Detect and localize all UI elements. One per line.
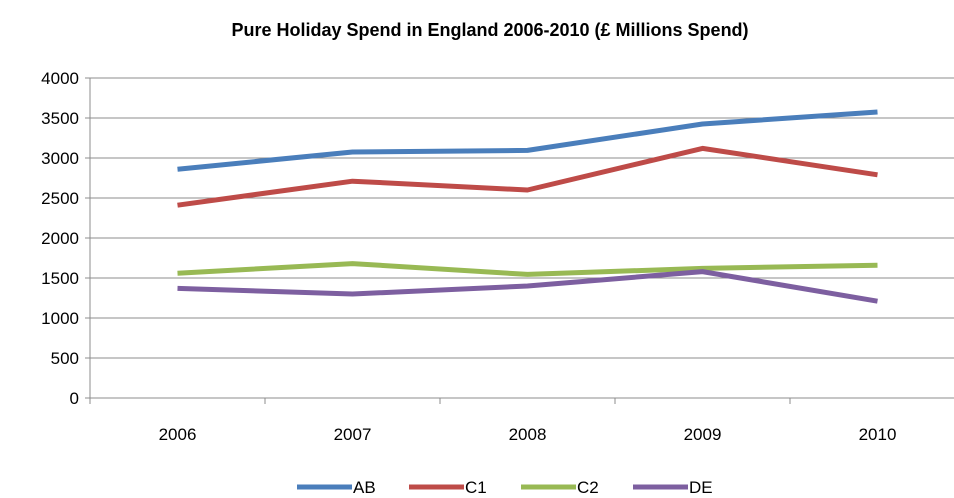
series-line-de bbox=[177, 269, 878, 304]
chart-title: Pure Holiday Spend in England 2006-2010 … bbox=[231, 20, 748, 40]
x-tick-label: 2010 bbox=[859, 425, 897, 444]
y-tick-label: 2500 bbox=[41, 189, 79, 208]
legend-item-c2: C2 bbox=[521, 478, 599, 497]
y-tick-label: 3500 bbox=[41, 109, 79, 128]
legend-label: C1 bbox=[465, 478, 487, 497]
x-tick-label: 2006 bbox=[159, 425, 197, 444]
y-tick-label: 3000 bbox=[41, 149, 79, 168]
y-tick-label: 0 bbox=[70, 389, 79, 408]
gridlines bbox=[90, 77, 954, 359]
y-tick-label: 500 bbox=[51, 349, 79, 368]
legend: AB C1 C2 DE bbox=[297, 478, 713, 497]
series-lines bbox=[177, 109, 878, 304]
legend-item-c1: C1 bbox=[409, 478, 487, 497]
x-tick-label: 2007 bbox=[334, 425, 372, 444]
y-tick-label: 1000 bbox=[41, 309, 79, 328]
legend-label: C2 bbox=[577, 478, 599, 497]
x-tick-label: 2009 bbox=[684, 425, 722, 444]
series-line-c2 bbox=[177, 261, 878, 277]
y-tick-label: 1500 bbox=[41, 269, 79, 288]
axes bbox=[85, 77, 954, 404]
x-axis-ticks: 2006 2007 2008 2009 2010 bbox=[159, 425, 897, 444]
y-tick-label: 2000 bbox=[41, 229, 79, 248]
x-tick-label: 2008 bbox=[509, 425, 547, 444]
y-tick-label: 4000 bbox=[41, 69, 79, 88]
y-axis-ticks: 0 500 1000 1500 2000 2500 3000 3500 4000 bbox=[41, 69, 79, 408]
legend-item-ab: AB bbox=[297, 478, 376, 497]
legend-label: AB bbox=[353, 478, 376, 497]
series-line-ab bbox=[177, 109, 878, 172]
legend-label: DE bbox=[689, 478, 713, 497]
legend-item-de: DE bbox=[633, 478, 713, 497]
series-line-c1 bbox=[177, 145, 878, 208]
